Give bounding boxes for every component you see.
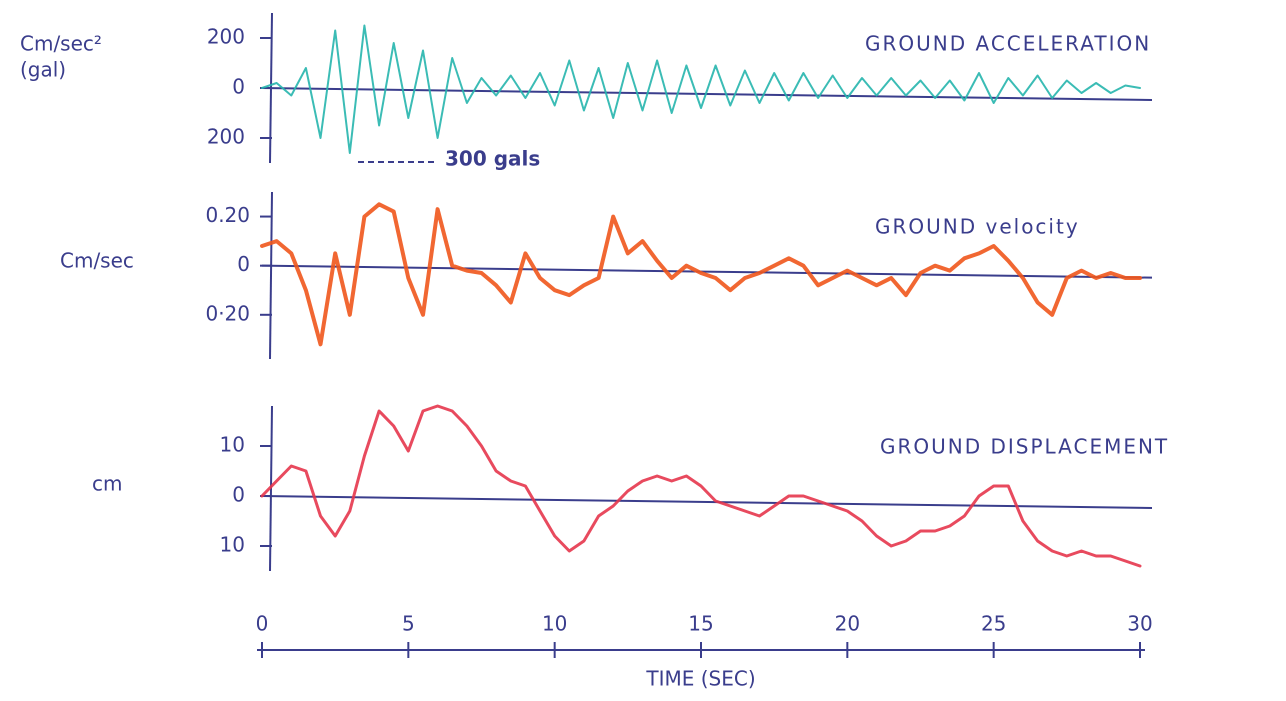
y-axis	[269, 191, 273, 360]
x-tick-label: 10	[542, 612, 567, 636]
y-tick-label: 200	[207, 25, 245, 49]
x-tick-label: 30	[1127, 612, 1152, 636]
y-tick-label: 0	[232, 483, 245, 507]
data-line	[260, 202, 1142, 347]
y-axis-label: Cm/sec	[60, 249, 134, 273]
panel-title: GROUND ACCELERATION	[865, 32, 1151, 56]
data-line	[260, 404, 1142, 568]
y-axis-label: Cm/sec²	[20, 32, 102, 56]
y-axis-label: (gal)	[20, 58, 66, 82]
x-axis-label: TIME (SEC)	[645, 667, 755, 691]
x-tick-label: 5	[402, 612, 415, 636]
zero-line	[261, 264, 1153, 279]
annotation: 300 gals	[445, 147, 540, 171]
y-tick-label: 10	[220, 433, 245, 457]
x-tick-label: 20	[835, 612, 860, 636]
x-tick-label: 25	[981, 612, 1006, 636]
y-tick-label: 200	[207, 125, 245, 149]
y-tick-label: 0.20	[205, 203, 250, 227]
zero-line	[261, 87, 1153, 101]
y-axis-label: cm	[92, 472, 122, 496]
y-tick-label: 0	[232, 75, 245, 99]
x-tick-label: 0	[256, 612, 269, 636]
y-tick-label: 0·20	[205, 301, 250, 325]
y-tick-label: 0	[237, 252, 250, 276]
panel-title: GROUND velocity	[875, 215, 1080, 239]
zero-line	[261, 495, 1153, 509]
y-tick-label: 10	[220, 533, 245, 557]
x-tick-label: 15	[688, 612, 713, 636]
panel-title: GROUND DISPLACEMENT	[880, 435, 1169, 459]
data-line	[261, 24, 1141, 154]
